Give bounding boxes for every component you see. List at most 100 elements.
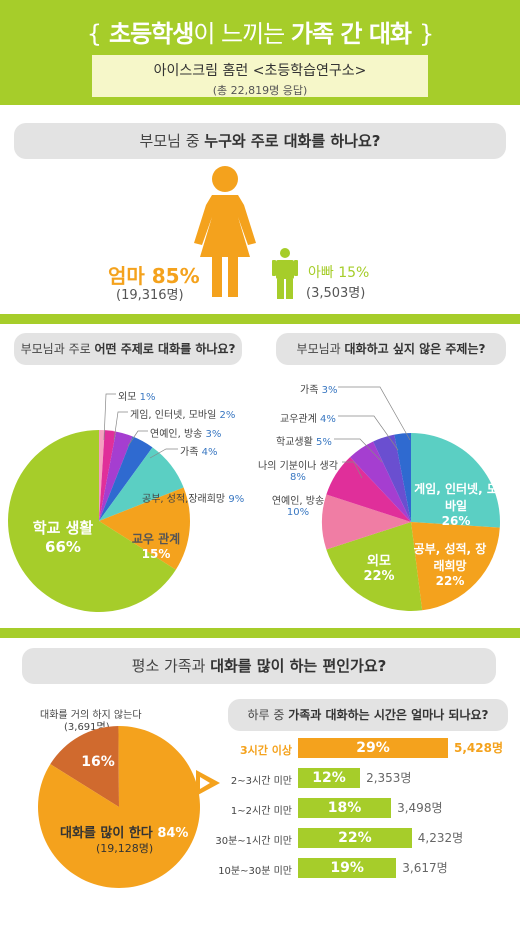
source-line1: 아이스크림 홈런 <초등학습연구소> xyxy=(153,63,367,79)
avoid-slice-label-study: 공부, 성적, 장래희망 22% xyxy=(412,540,488,588)
time-question: 하루 중 가족과 대화하는 시간은 얼마나 되나요? xyxy=(228,699,508,731)
time-bar-count: 5,428명 xyxy=(454,741,503,755)
dad-icon xyxy=(272,248,298,299)
topics-label-family: 가족 4% xyxy=(180,443,217,458)
time-bar-count: 3,617명 xyxy=(402,861,448,875)
time-bar-label: 2~3시간 미만 xyxy=(230,776,292,787)
avoid-val-family: 3% xyxy=(321,385,338,396)
topics-cat-study: 공부, 성적,장래희망 xyxy=(142,494,226,505)
little-talk-pct: 16% xyxy=(81,754,115,770)
time-bar xyxy=(298,768,361,788)
time-bar xyxy=(298,738,448,758)
topics-question: 부모님과 주로 어떤 주제로 대화를 하나요? xyxy=(14,333,242,365)
talk-amount-pie-chart xyxy=(37,726,201,888)
talk-slice-little xyxy=(50,726,119,807)
topics-slice-label-friends: 교우 관계 15% xyxy=(118,530,194,561)
topics-slice-friends xyxy=(99,487,190,570)
avoid-cat-mood: 나의 기분이나 생각 xyxy=(258,461,338,472)
section1-question-a: 부모님 중 xyxy=(139,132,205,150)
topics-cat-school: 학교 생활 xyxy=(32,519,94,537)
section3-question: 평소 가족과 대화를 많이 하는 편인가요? xyxy=(22,648,496,684)
time-question-a: 하루 중 xyxy=(247,708,289,722)
time-bar-label: 10분~30분 미만 xyxy=(218,866,292,877)
topics-cat-looks: 외모 xyxy=(118,392,137,403)
topics-question-b: 어떤 주제로 대화를 하나요? xyxy=(94,342,236,356)
time-bar-pct: 19% xyxy=(330,860,364,876)
avoid-val-study: 22% xyxy=(435,574,465,588)
talk-slice-much xyxy=(37,726,201,888)
avoid-slice-school xyxy=(350,441,411,522)
section3-question-a: 평소 가족과 xyxy=(131,657,211,675)
much-talk-label: 대화를 많이 한다 xyxy=(60,826,153,841)
topics-val-game: 2% xyxy=(219,410,236,421)
time-bar xyxy=(298,858,397,878)
time-bar-pct: 22% xyxy=(338,830,372,846)
topics-slice-game xyxy=(99,430,117,521)
section1-question-b: 누구와 주로 대화를 하나요? xyxy=(204,132,381,150)
title-part-c: 가족 간 대화 xyxy=(290,20,412,48)
topics-cat-friends: 교우 관계 xyxy=(131,532,181,546)
time-bar-pct: 12% xyxy=(312,770,346,786)
avoid-val-game: 26% xyxy=(441,514,471,528)
section3-question-b: 대화를 많이 하는 편인가요? xyxy=(210,657,387,675)
time-bar-label: 3시간 이상 xyxy=(240,744,292,757)
mom-icon xyxy=(194,166,256,297)
time-bar-pct: 29% xyxy=(356,740,390,756)
mom-label: 엄마 85% xyxy=(108,264,200,288)
avoid-slice-label-looks: 외모 22% xyxy=(352,550,406,584)
much-talk-count: (19,128명) xyxy=(96,842,154,855)
little-talk-count: (3,691명) xyxy=(64,722,110,733)
avoid-cat-looks: 외모 xyxy=(367,554,391,569)
topics-slice-looks xyxy=(99,430,105,521)
much-talk-label-group: 대화를 많이 한다 84% xyxy=(60,822,204,841)
title-part-b: 이 느끼는 xyxy=(193,20,291,48)
topics-val-looks: 1% xyxy=(139,392,156,403)
avoid-val-celeb: 10% xyxy=(286,507,310,518)
avoid-question-a: 부모님과 xyxy=(296,342,345,356)
page-title: {초등학생이 느끼는 가족 간 대화} xyxy=(0,14,520,49)
avoid-val-looks: 22% xyxy=(363,569,395,584)
topics-cat-game: 게임, 인터넷, 모바일 xyxy=(130,410,217,421)
time-bar xyxy=(298,798,392,818)
avoid-label-school: 학교생활 5% xyxy=(276,433,332,448)
divider-2 xyxy=(0,628,520,638)
topics-slice-celeb xyxy=(99,431,133,521)
avoid-label-celeb: 연예인, 방송 10% xyxy=(270,492,326,518)
avoid-cat-game: 게임, 인터넷, 모바일 xyxy=(414,482,498,513)
time-bar-count: 4,232명 xyxy=(417,831,464,845)
avoid-label-mood: 나의 기분이나 생각 8% xyxy=(258,457,338,483)
title-brace-open: { xyxy=(86,20,102,48)
avoid-val-school: 5% xyxy=(316,437,332,448)
much-talk-pct: 84% xyxy=(157,826,189,841)
source-line2: (총 22,819명 응답) xyxy=(212,84,308,97)
topics-val-study: 9% xyxy=(228,494,245,505)
time-question-b: 가족과 대화하는 시간은 얼마나 되나요? xyxy=(288,708,489,722)
avoid-cat-study: 공부, 성적, 장래희망 xyxy=(413,542,487,573)
avoid-slice-game xyxy=(411,433,500,528)
time-bar xyxy=(298,828,412,848)
avoid-label-friends: 교우관계 4% xyxy=(280,410,336,425)
divider-1 xyxy=(0,314,520,324)
topics-label-looks: 외모 1% xyxy=(118,388,155,403)
time-bar-count: 3,498명 xyxy=(397,801,443,815)
avoid-slice-celeb xyxy=(322,494,411,550)
topics-label-celeb: 연예인, 방송 3% xyxy=(150,425,221,440)
topics-val-school: 66% xyxy=(45,538,81,556)
topics-cat-family: 가족 xyxy=(180,447,199,458)
arrow-icon xyxy=(196,770,220,796)
topics-slice-school xyxy=(7,430,176,612)
avoid-question-b: 대화하고 싶지 않은 주제는? xyxy=(344,342,486,356)
avoid-cat-family: 가족 xyxy=(300,385,319,396)
topics-slice-study xyxy=(99,447,184,521)
time-bar-label: 30분~1시간 미만 xyxy=(215,836,292,847)
avoid-slice-study xyxy=(411,522,500,611)
topics-label-game: 게임, 인터넷, 모바일 2% xyxy=(130,406,235,421)
topics-question-a: 부모님과 주로 xyxy=(20,342,95,356)
title-part-a: 초등학생 xyxy=(108,20,194,48)
dad-count: (3,503명) xyxy=(306,286,366,301)
mom-count: (19,316명) xyxy=(116,288,184,303)
topics-val-celeb: 3% xyxy=(205,429,222,440)
